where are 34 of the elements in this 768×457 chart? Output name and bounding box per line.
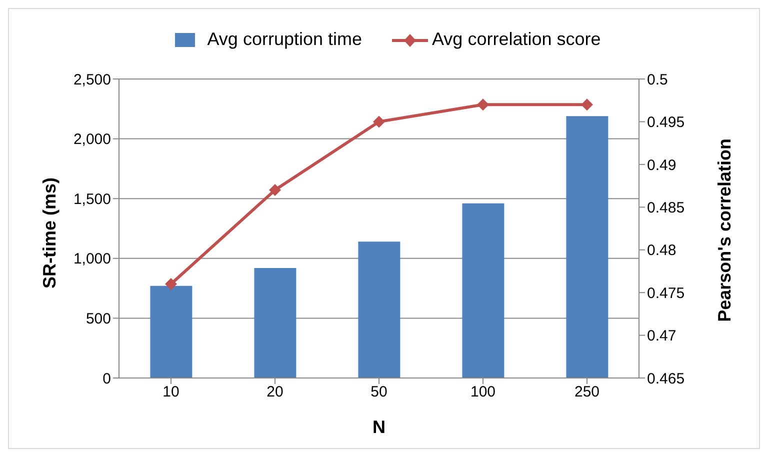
x-tick-label: 100 xyxy=(470,384,496,401)
y-tick-label: 1,500 xyxy=(73,190,111,208)
y-axis-title: SR-time (ms) xyxy=(39,177,60,288)
y2-tick-label: 0.465 xyxy=(647,370,685,388)
point xyxy=(373,116,385,128)
bar xyxy=(254,268,296,378)
y2-tick-label: 0.5 xyxy=(647,71,668,88)
point xyxy=(165,278,177,290)
y2-tick-label: 0.47 xyxy=(647,328,676,345)
bar xyxy=(358,242,400,378)
y-tick-label: 2,000 xyxy=(73,131,111,148)
point xyxy=(477,98,489,111)
x-tick-label: 10 xyxy=(162,384,180,401)
x-tick-label: 250 xyxy=(574,384,600,401)
bar xyxy=(150,286,192,378)
y2-axis-title: Pearson's correlation xyxy=(714,138,734,322)
bar xyxy=(462,203,504,378)
legend-label: Avg corruption time xyxy=(206,29,362,50)
y-tick-label: 0 xyxy=(102,370,111,388)
y2-tick-label: 0.475 xyxy=(647,284,685,302)
x-axis-title: N xyxy=(372,417,386,437)
y-tick-label: 2,500 xyxy=(73,71,111,88)
point xyxy=(581,98,593,111)
bar xyxy=(566,116,608,378)
legend-label: Avg correlation score xyxy=(431,29,601,50)
x-tick-label: 20 xyxy=(266,384,284,401)
y2-tick-label: 0.495 xyxy=(647,114,685,132)
x-tick-label: 50 xyxy=(370,384,388,401)
y2-tick-label: 0.49 xyxy=(647,156,676,174)
y-tick-label: 1,000 xyxy=(73,250,111,268)
point xyxy=(269,184,281,196)
y2-tick-label: 0.48 xyxy=(647,242,676,260)
y2-tick-label: 0.485 xyxy=(647,199,685,216)
y-tick-label: 500 xyxy=(86,310,111,328)
